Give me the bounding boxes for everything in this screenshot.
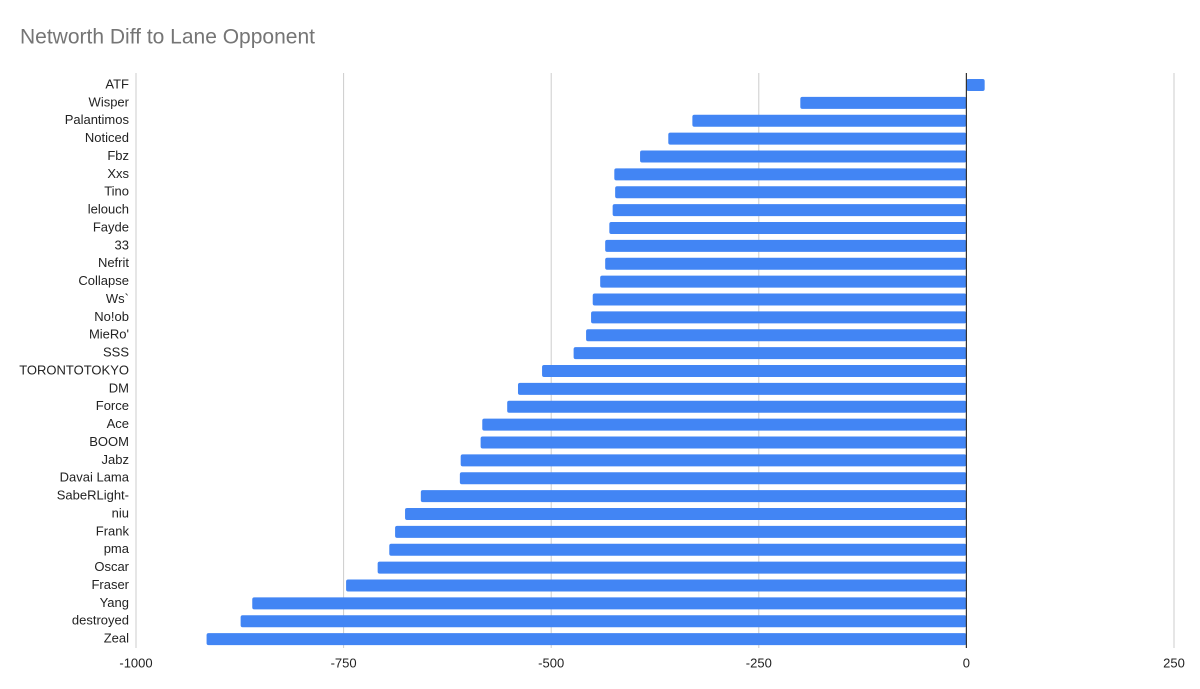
y-tick-label: Fraser <box>91 577 129 592</box>
y-tick-label: Tino <box>104 184 129 199</box>
y-tick-label: niu <box>112 505 129 520</box>
y-tick-label: SSS <box>103 345 129 360</box>
y-tick-label: pma <box>104 541 130 556</box>
y-tick-label: Davai Lama <box>60 470 130 485</box>
x-tick-label: 250 <box>1163 655 1185 670</box>
bar <box>612 204 967 217</box>
bar <box>800 96 967 109</box>
bar <box>507 400 967 413</box>
bar <box>605 257 967 270</box>
x-tick-label: -1000 <box>119 655 152 670</box>
y-tick-label: Palantimos <box>65 112 130 127</box>
y-tick-label: Oscar <box>94 559 129 574</box>
y-tick-label: 33 <box>115 237 129 252</box>
y-tick-label: lelouch <box>88 202 129 217</box>
bar <box>480 436 967 449</box>
bar <box>346 579 967 592</box>
y-tick-label: Nefrit <box>98 255 129 270</box>
bar <box>482 418 967 431</box>
x-tick-label: 0 <box>963 655 970 670</box>
chart-title: Networth Diff to Lane Opponent <box>20 26 315 49</box>
y-tick-label: Yang <box>100 595 129 610</box>
y-tick-label: Ws` <box>106 291 129 306</box>
y-tick-label: Xxs <box>107 166 129 181</box>
bar <box>542 364 967 377</box>
y-tick-label: Frank <box>96 523 130 538</box>
bar <box>609 221 967 234</box>
y-tick-label: Fbz <box>107 148 129 163</box>
x-tick-label: -750 <box>331 655 357 670</box>
bar <box>615 186 967 199</box>
y-tick-label: Jabz <box>102 452 129 467</box>
bar <box>240 615 967 628</box>
bar <box>377 561 967 574</box>
bar <box>966 78 985 91</box>
y-tick-label: MieRo' <box>89 327 129 342</box>
y-tick-label: Noticed <box>85 130 129 145</box>
y-tick-label: Force <box>96 398 129 413</box>
bar <box>459 472 967 485</box>
y-tick-label: Collapse <box>78 273 129 288</box>
x-tick-label: -250 <box>746 655 772 670</box>
bar <box>692 114 967 127</box>
y-tick-label: SabeRLight- <box>57 488 129 503</box>
y-tick-label: Wisper <box>89 94 130 109</box>
y-tick-label: Zeal <box>104 631 129 646</box>
bar <box>600 275 967 288</box>
bar <box>252 597 967 610</box>
bar <box>206 633 967 646</box>
bar <box>405 507 967 520</box>
bar <box>517 382 967 395</box>
y-tick-label: Fayde <box>93 219 129 234</box>
bar <box>420 490 967 503</box>
y-tick-label: ATF <box>105 76 129 91</box>
bar <box>573 347 967 360</box>
x-tick-label: -500 <box>538 655 564 670</box>
bar <box>605 239 967 252</box>
bar <box>586 329 967 342</box>
y-tick-label: No!ob <box>94 309 129 324</box>
y-tick-label: DM <box>109 380 129 395</box>
bar <box>614 168 967 181</box>
y-tick-label: BOOM <box>89 434 129 449</box>
bar <box>460 454 967 467</box>
y-tick-label: TORONTOTOKYO <box>19 362 129 377</box>
bar <box>640 150 967 163</box>
bar <box>592 293 967 306</box>
bar <box>395 525 967 538</box>
y-tick-label: Ace <box>107 416 129 431</box>
bar <box>389 543 967 556</box>
bar <box>591 311 967 324</box>
y-tick-label: destroyed <box>72 613 129 628</box>
bar <box>668 132 967 145</box>
